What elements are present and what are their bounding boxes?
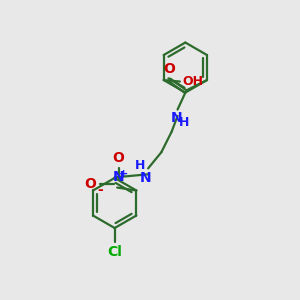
Text: O: O: [85, 177, 97, 191]
Text: Cl: Cl: [107, 244, 122, 259]
Text: +: +: [119, 169, 129, 179]
Text: OH: OH: [182, 75, 203, 88]
Text: -: -: [97, 184, 103, 197]
Text: N: N: [140, 171, 152, 185]
Text: O: O: [163, 62, 175, 76]
Text: N: N: [113, 170, 124, 184]
Text: N: N: [170, 111, 182, 125]
Text: O: O: [113, 152, 124, 166]
Text: H: H: [179, 116, 189, 129]
Text: H: H: [135, 159, 145, 172]
